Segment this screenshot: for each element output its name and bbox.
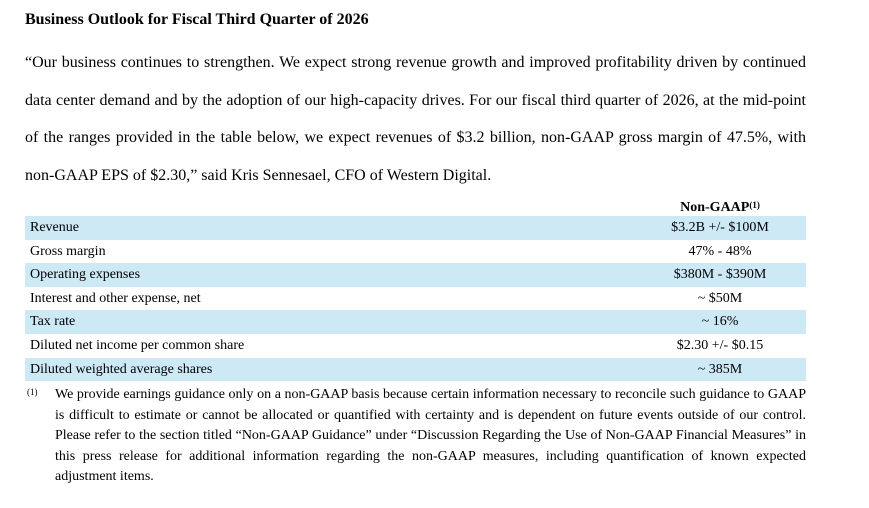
table-row-diluted-shares: Diluted weighted average shares ~ 385M [25,357,806,382]
row-value: $380M - $390M [673,267,767,283]
row-value: $2.30 +/- $0.15 [676,337,764,353]
row-value: ~ 385M [697,361,743,377]
table-row-operating-expenses: Operating expenses $380M - $390M [25,263,806,287]
row-label: Gross margin [30,243,106,259]
table-row-revenue: Revenue $3.2B +/- $100M [25,216,806,240]
row-label: Revenue [30,220,79,235]
column-header-label: Non-GAAP [680,200,750,215]
section-heading: Business Outlook for Fiscal Third Quarte… [25,11,369,28]
row-value: ~ $50M [697,290,743,306]
column-header-footnote-ref: (1) [749,200,760,210]
row-value: ~ 16% [701,314,739,330]
row-value: $3.2B +/- $100M [671,220,769,235]
guidance-table: Non-GAAP(1) Revenue $3.2B +/- $100M Gros… [25,199,806,382]
table-row-diluted-eps: Diluted net income per common share $2.3… [25,334,806,358]
cfo-quote-paragraph: “Our business continues to strengthen. W… [25,54,806,184]
table-header: Non-GAAP(1) [25,199,806,218]
row-label: Diluted weighted average shares [30,361,213,377]
row-value: 47% - 48% [688,243,752,259]
footnote-text: We provide earnings guidance only on a n… [55,387,806,485]
table-row-interest-expense: Interest and other expense, net ~ $50M [25,287,806,311]
row-label: Diluted net income per common share [30,337,245,353]
footnote: (1) We provide earnings guidance only on… [25,385,806,488]
row-label: Tax rate [30,314,76,330]
row-label: Operating expenses [30,267,141,283]
table-row-tax-rate: Tax rate ~ 16% [25,310,806,334]
table-row-gross-margin: Gross margin 47% - 48% [25,240,806,264]
footnote-marker: (1) [27,387,38,397]
row-label: Interest and other expense, net [30,290,201,306]
